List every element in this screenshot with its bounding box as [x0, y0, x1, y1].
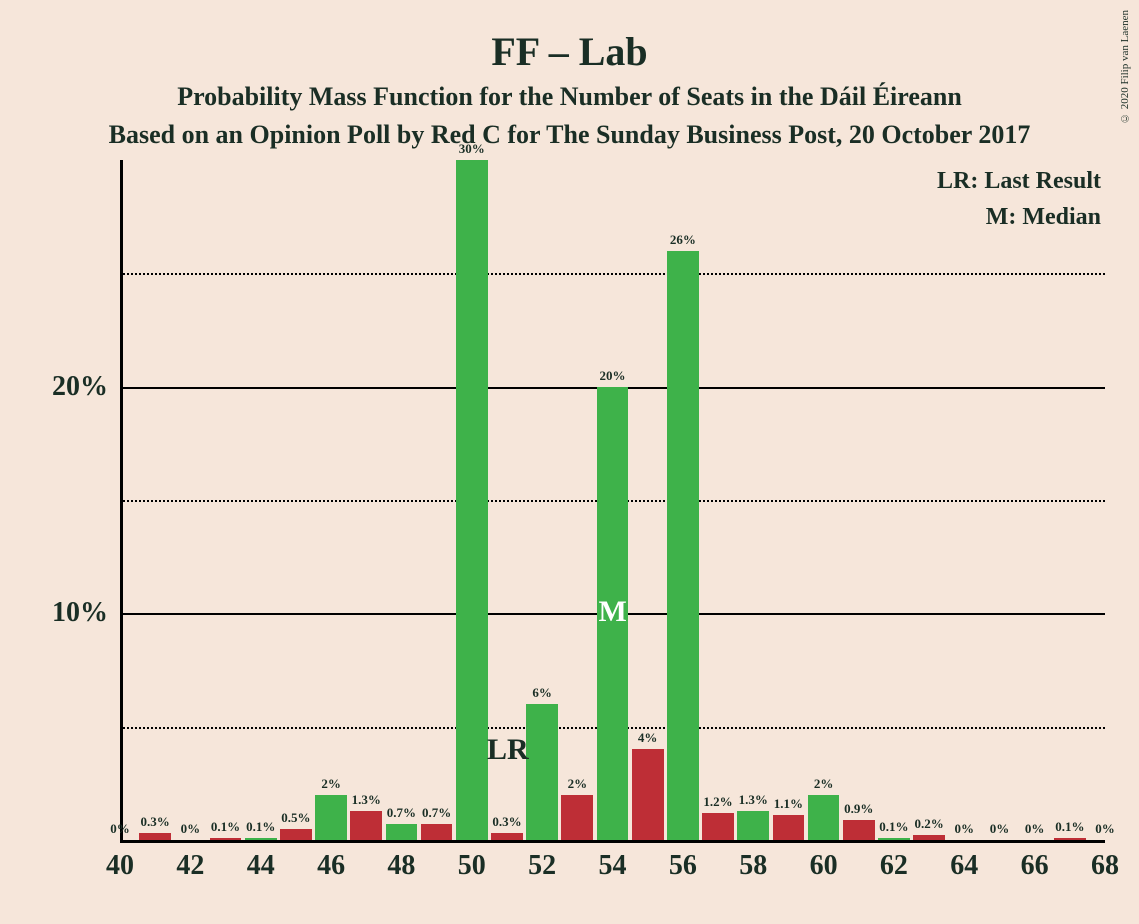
bar-value-label: 2% [814, 776, 834, 792]
bar: 1.2% [702, 813, 734, 840]
bar-value-label: 0% [990, 821, 1010, 837]
bar: 0.1% [878, 838, 910, 840]
bar-value-label: 1.2% [703, 794, 732, 810]
x-axis-tick-label: 44 [247, 850, 275, 882]
bar-value-label: 1.1% [774, 796, 803, 812]
bar: 0.3% [139, 833, 171, 840]
x-axis-tick-label: 56 [669, 850, 697, 882]
bar-value-label: 0.7% [422, 805, 451, 821]
bar-value-label: 0% [110, 821, 130, 837]
bar: 2% [315, 795, 347, 840]
bar-value-label: 1.3% [352, 792, 381, 808]
bar: 0.5% [280, 829, 312, 840]
x-axis-line [120, 840, 1105, 843]
bar-value-label: 1.3% [739, 792, 768, 808]
x-axis-tick-label: 60 [810, 850, 838, 882]
bar-value-label: 0.5% [281, 810, 310, 826]
bar-value-label: 0% [1095, 821, 1115, 837]
gridline-minor [120, 273, 1105, 275]
x-axis-tick-label: 58 [739, 850, 767, 882]
bar-value-label: 0% [181, 821, 201, 837]
bar: 0.9% [843, 820, 875, 840]
bar: 0.2% [913, 835, 945, 840]
x-axis-tick-label: 62 [880, 850, 908, 882]
bar: 1.3% [350, 811, 382, 840]
bar: 0.7% [421, 824, 453, 840]
x-axis-tick-label: 64 [950, 850, 978, 882]
bar: 26% [667, 251, 699, 840]
bar-value-label: 0.3% [141, 814, 170, 830]
bar: 30% [456, 160, 488, 840]
bar: 0.1% [245, 838, 277, 840]
x-axis-tick-label: 50 [458, 850, 486, 882]
bar-value-label: 4% [638, 730, 658, 746]
bar-value-label: 2% [568, 776, 588, 792]
bar-value-label: 0.1% [1055, 819, 1084, 835]
bar-value-label: 0.1% [246, 819, 275, 835]
x-axis-tick-label: 54 [599, 850, 627, 882]
x-axis-tick-label: 68 [1091, 850, 1119, 882]
bar-value-label: 0% [955, 821, 975, 837]
chart-subtitle-2: Based on an Opinion Poll by Red C for Th… [0, 120, 1139, 150]
bar-value-label: 26% [670, 232, 696, 248]
bar-value-label: 0.1% [211, 819, 240, 835]
bar: 0.1% [1054, 838, 1086, 840]
annotation-last-result: LR [487, 733, 529, 767]
x-axis-tick-label: 48 [387, 850, 415, 882]
bar-value-label: 0.2% [914, 816, 943, 832]
x-axis-tick-label: 42 [176, 850, 204, 882]
bar-value-label: 30% [459, 141, 485, 157]
bar: 0.3% [491, 833, 523, 840]
chart-container: FF – Lab Probability Mass Function for t… [0, 0, 1139, 924]
bar-value-label: 0.3% [492, 814, 521, 830]
bar: 2% [808, 795, 840, 840]
annotation-median: M [599, 595, 627, 629]
y-axis-tick-label: 20% [52, 371, 108, 403]
bar-value-label: 6% [532, 685, 552, 701]
copyright-text: © 2020 Filip van Laenen [1119, 10, 1131, 124]
bar-value-label: 0.9% [844, 801, 873, 817]
chart-title: FF – Lab [0, 28, 1139, 75]
bar: 1.1% [773, 815, 805, 840]
x-axis-tick-label: 52 [528, 850, 556, 882]
bar: 0.1% [210, 838, 242, 840]
bar-value-label: 0.1% [879, 819, 908, 835]
x-axis-tick-label: 66 [1021, 850, 1049, 882]
bar: 6% [526, 704, 558, 840]
plot-area: 10%20%0%0.3%0%0.1%0.1%0.5%2%1.3%0.7%0.7%… [120, 160, 1105, 840]
bar: 0.7% [386, 824, 418, 840]
x-axis-tick-label: 46 [317, 850, 345, 882]
bar-value-label: 0.7% [387, 805, 416, 821]
x-axis-tick-label: 40 [106, 850, 134, 882]
bar: 4% [632, 749, 664, 840]
bar-value-label: 2% [321, 776, 341, 792]
bar: 2% [561, 795, 593, 840]
bar-value-label: 0% [1025, 821, 1045, 837]
y-axis-tick-label: 10% [52, 597, 108, 629]
bar: 1.3% [737, 811, 769, 840]
bar-value-label: 20% [599, 368, 625, 384]
chart-subtitle-1: Probability Mass Function for the Number… [0, 82, 1139, 112]
